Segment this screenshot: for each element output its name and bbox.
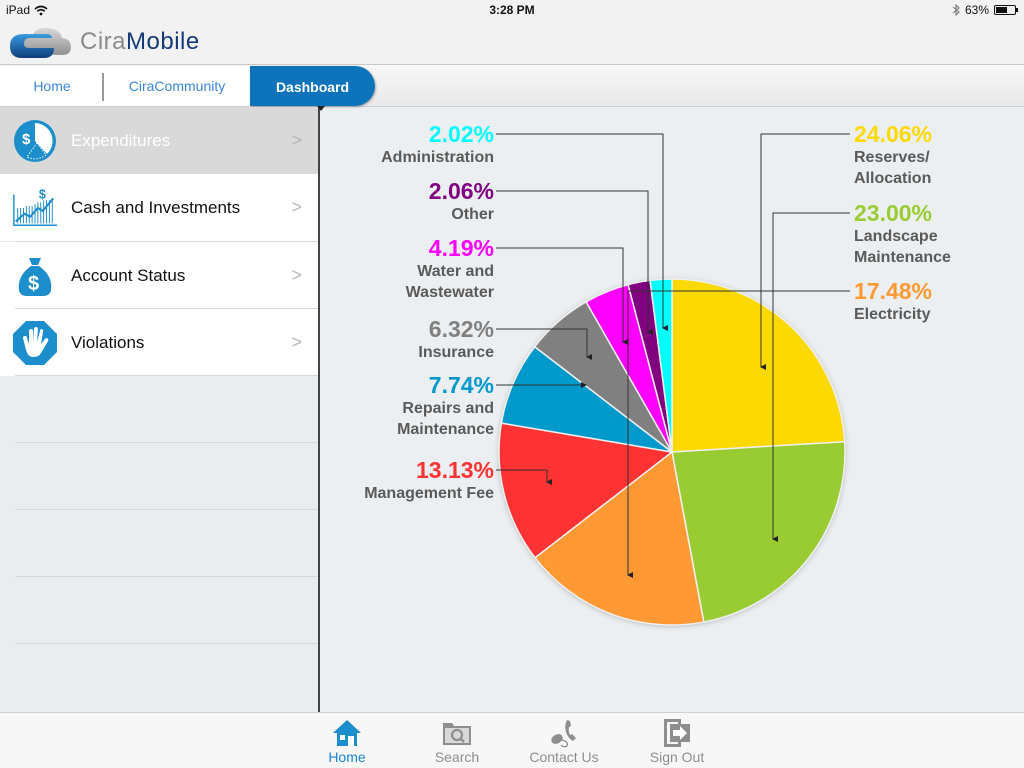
tab-ciracommunity[interactable]: CiraCommunity: [128, 78, 226, 94]
leader-line: [760, 133, 850, 370]
data-label-category: Maintenance: [397, 421, 494, 438]
tabbar-label: Home: [328, 749, 366, 765]
divider: [15, 442, 318, 443]
expenditures-chart: 24.06% Reserves/Allocation 23.00% Landscape…: [322, 107, 1024, 712]
folder-search-icon: [443, 723, 471, 745]
pie-chart: 24.06% Reserves/Allocation 23.00% Landscape…: [364, 121, 951, 626]
app-logo: CiraMobile: [6, 24, 200, 60]
leader-line: [496, 190, 653, 335]
data-label-category: Reserves/: [854, 149, 930, 166]
app-name: CiraMobile: [80, 28, 200, 56]
logo-mobile: Mobile: [126, 28, 200, 55]
pie-slice-landscape-maintenance[interactable]: [671, 440, 846, 623]
sidebar-item-label: Violations: [71, 332, 145, 352]
leader-line: [496, 469, 552, 485]
pie-slice-reserves-allocation[interactable]: [671, 278, 846, 453]
sidebar-item-label: Account Status: [71, 265, 186, 285]
data-label-category: Administration: [381, 149, 494, 166]
sign-out-icon: [664, 719, 690, 747]
tabbar-label: Contact Us: [529, 749, 599, 765]
data-label-percent: 17.48%: [854, 278, 932, 304]
leader-line: [496, 247, 628, 345]
tabbar-label: Sign Out: [649, 749, 705, 765]
battery-percent: 63%: [964, 3, 989, 17]
panel-pointer-icon: [317, 106, 325, 111]
chevron-right-icon: >: [291, 130, 302, 150]
battery-icon: [994, 5, 1018, 15]
device-name: iPad: [6, 3, 31, 17]
status-bar: iPad 3:28 PM 63%: [0, 0, 1024, 20]
svg-text:$: $: [22, 131, 31, 148]
sidebar-item-account-status[interactable]: $ Account Status >: [0, 242, 318, 309]
cloud-logo-icon: [10, 27, 71, 58]
sidebar-item-violations[interactable]: Violations >: [0, 309, 318, 376]
data-label-category: Other: [451, 206, 494, 223]
divider: [15, 241, 318, 242]
data-label-category: Allocation: [854, 170, 931, 187]
sidebar-item-label: Cash and Investments: [71, 197, 241, 217]
sidebar: $ Expenditures > $ Cash and Investments …: [0, 107, 320, 712]
nav-divider: [102, 73, 104, 101]
tabbar-label: Search: [434, 749, 480, 765]
phone-mouse-icon: [551, 720, 576, 748]
money-bag-icon: $: [11, 252, 59, 300]
nav-background: [0, 66, 250, 106]
sidebar-item-label: Expenditures: [71, 130, 171, 150]
pie-slice-administration[interactable]: [649, 278, 673, 453]
pie-slice-electricity[interactable]: [533, 450, 705, 626]
tab-dashboard[interactable]: Dashboard: [250, 66, 375, 106]
leader-line: [496, 328, 592, 360]
chevron-right-icon: >: [291, 197, 302, 217]
pie-slice-management-fee[interactable]: [498, 422, 674, 559]
stop-hand-icon: [11, 319, 59, 367]
wifi-icon: [34, 5, 48, 15]
data-label-percent: 2.02%: [429, 121, 494, 147]
data-label-percent: 23.00%: [854, 200, 932, 226]
sidebar-item-expenditures[interactable]: $ Expenditures >: [0, 107, 318, 174]
battery-fill: [996, 7, 1008, 13]
data-label-category: Landscape: [854, 228, 938, 245]
data-label-category: Management Fee: [364, 485, 494, 502]
data-label-category: Insurance: [418, 344, 494, 361]
svg-text:$: $: [39, 187, 46, 201]
logo-cira: Cira: [80, 28, 127, 55]
tabbar-contact-us[interactable]: Contact Us: [519, 717, 609, 765]
leader-line: [496, 133, 668, 331]
data-label-percent: 13.13%: [416, 457, 494, 483]
sidebar-item-cash-and-investments[interactable]: $ Cash and Investments >: [0, 174, 318, 241]
data-label-percent: 2.06%: [429, 178, 494, 204]
divider: [15, 643, 318, 644]
data-label-percent: 7.74%: [429, 372, 494, 398]
app-header: CiraMobile: [0, 20, 1024, 65]
bluetooth-icon: [952, 4, 960, 16]
data-label-category: Electricity: [854, 306, 931, 323]
tabbar-sign-out[interactable]: Sign Out: [632, 717, 722, 765]
divider: [15, 375, 318, 376]
data-label-percent: 4.19%: [429, 235, 494, 261]
pie-dollar-icon: $: [11, 117, 59, 165]
data-label-category: Wastewater: [406, 284, 494, 301]
data-label-category: Water and: [417, 263, 494, 280]
data-label-percent: 6.32%: [429, 316, 494, 342]
chevron-right-icon: >: [291, 332, 302, 352]
svg-text:$: $: [28, 273, 39, 295]
data-label-category: Maintenance: [854, 249, 951, 266]
bottom-tab-bar: Home Search Contact Us Sign Out: [0, 712, 1024, 768]
tabbar-home[interactable]: Home: [302, 717, 392, 765]
chevron-right-icon: >: [291, 265, 302, 285]
top-nav: Home CiraCommunity Dashboard: [0, 65, 1024, 107]
data-label-category: Repairs and: [402, 400, 494, 417]
divider: [15, 509, 318, 510]
divider: [15, 308, 318, 309]
growth-chart-icon: $: [11, 184, 59, 232]
tabbar-search[interactable]: Search: [412, 717, 502, 765]
home-icon: [333, 720, 361, 746]
divider: [15, 576, 318, 577]
leader-line: [772, 212, 850, 542]
tab-home[interactable]: Home: [33, 78, 71, 94]
leader-line: [627, 290, 850, 578]
data-label-percent: 24.06%: [854, 121, 932, 147]
clock: 3:28 PM: [489, 3, 535, 17]
